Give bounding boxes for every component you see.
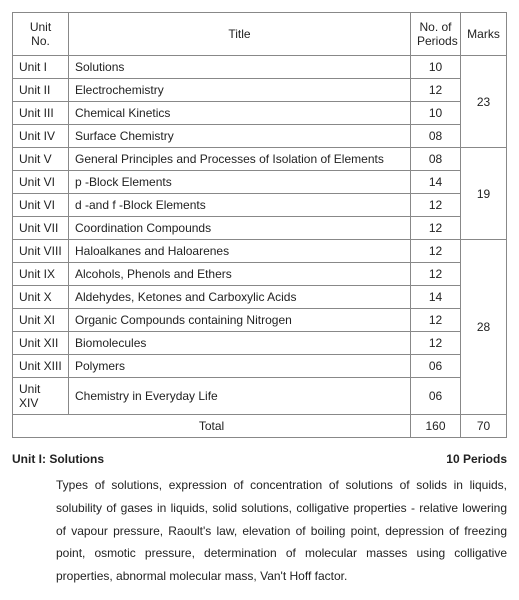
cell-title: Haloalkanes and Haloarenes (69, 240, 411, 263)
table-row: Unit VIIIHaloalkanes and Haloarenes1228 (13, 240, 507, 263)
cell-title: Aldehydes, Ketones and Carboxylic Acids (69, 286, 411, 309)
table-row: Unit VId -and f -Block Elements12 (13, 194, 507, 217)
cell-periods: 12 (411, 79, 461, 102)
unit-section-body: Types of solutions, expression of concen… (12, 474, 507, 588)
cell-total-label: Total (13, 415, 411, 438)
table-row: Unit XIVChemistry in Everyday Life06 (13, 378, 507, 415)
cell-unit: Unit XII (13, 332, 69, 355)
cell-periods: 10 (411, 56, 461, 79)
table-row: Unit IIIChemical Kinetics10 (13, 102, 507, 125)
table-row: Unit XAldehydes, Ketones and Carboxylic … (13, 286, 507, 309)
cell-title: Biomolecules (69, 332, 411, 355)
cell-total-marks: 70 (461, 415, 507, 438)
cell-unit: Unit X (13, 286, 69, 309)
table-row: Unit VIp -Block Elements14 (13, 171, 507, 194)
table-row: Unit XIOrganic Compounds containing Nitr… (13, 309, 507, 332)
cell-unit: Unit IX (13, 263, 69, 286)
cell-title: General Principles and Processes of Isol… (69, 148, 411, 171)
header-periods: No. of Periods (411, 13, 461, 56)
cell-unit: Unit VI (13, 194, 69, 217)
header-marks: Marks (461, 13, 507, 56)
cell-unit: Unit VI (13, 171, 69, 194)
cell-title: Alcohols, Phenols and Ethers (69, 263, 411, 286)
cell-title: Chemical Kinetics (69, 102, 411, 125)
cell-unit: Unit IV (13, 125, 69, 148)
cell-unit: Unit VII (13, 217, 69, 240)
cell-title: Polymers (69, 355, 411, 378)
cell-title: d -and f -Block Elements (69, 194, 411, 217)
cell-periods: 12 (411, 194, 461, 217)
cell-periods: 12 (411, 263, 461, 286)
header-title: Title (69, 13, 411, 56)
cell-title: Solutions (69, 56, 411, 79)
table-total-row: Total16070 (13, 415, 507, 438)
cell-periods: 12 (411, 332, 461, 355)
cell-unit: Unit V (13, 148, 69, 171)
table-row: Unit IXAlcohols, Phenols and Ethers12 (13, 263, 507, 286)
cell-title: Surface Chemistry (69, 125, 411, 148)
table-header-row: Unit No. Title No. of Periods Marks (13, 13, 507, 56)
header-unit: Unit No. (13, 13, 69, 56)
cell-marks: 19 (461, 148, 507, 240)
unit-section-heading: Unit I: Solutions (12, 452, 104, 466)
cell-periods: 12 (411, 217, 461, 240)
cell-title: p -Block Elements (69, 171, 411, 194)
cell-periods: 12 (411, 240, 461, 263)
unit-section: Unit I: Solutions 10 Periods Types of so… (12, 452, 507, 588)
cell-periods: 14 (411, 286, 461, 309)
cell-periods: 06 (411, 355, 461, 378)
cell-title: Chemistry in Everyday Life (69, 378, 411, 415)
table-row: Unit IVSurface Chemistry08 (13, 125, 507, 148)
cell-unit: Unit XIII (13, 355, 69, 378)
cell-unit: Unit XI (13, 309, 69, 332)
table-row: Unit XIIIPolymers06 (13, 355, 507, 378)
cell-marks: 28 (461, 240, 507, 415)
table-row: Unit ISolutions1023 (13, 56, 507, 79)
table-row: Unit XIIBiomolecules12 (13, 332, 507, 355)
cell-title: Electrochemistry (69, 79, 411, 102)
cell-unit: Unit II (13, 79, 69, 102)
cell-periods: 12 (411, 309, 461, 332)
cell-periods: 10 (411, 102, 461, 125)
cell-unit: Unit XIV (13, 378, 69, 415)
cell-unit: Unit III (13, 102, 69, 125)
cell-marks: 23 (461, 56, 507, 148)
cell-title: Organic Compounds containing Nitrogen (69, 309, 411, 332)
cell-periods: 08 (411, 125, 461, 148)
cell-periods: 06 (411, 378, 461, 415)
table-row: Unit VIICoordination Compounds12 (13, 217, 507, 240)
cell-periods: 08 (411, 148, 461, 171)
syllabus-table: Unit No. Title No. of Periods Marks Unit… (12, 12, 507, 438)
cell-periods: 14 (411, 171, 461, 194)
unit-section-header: Unit I: Solutions 10 Periods (12, 452, 507, 466)
cell-unit: Unit I (13, 56, 69, 79)
cell-total-periods: 160 (411, 415, 461, 438)
table-row: Unit VGeneral Principles and Processes o… (13, 148, 507, 171)
table-row: Unit IIElectrochemistry12 (13, 79, 507, 102)
cell-title: Coordination Compounds (69, 217, 411, 240)
cell-unit: Unit VIII (13, 240, 69, 263)
unit-section-periods: 10 Periods (446, 452, 507, 466)
